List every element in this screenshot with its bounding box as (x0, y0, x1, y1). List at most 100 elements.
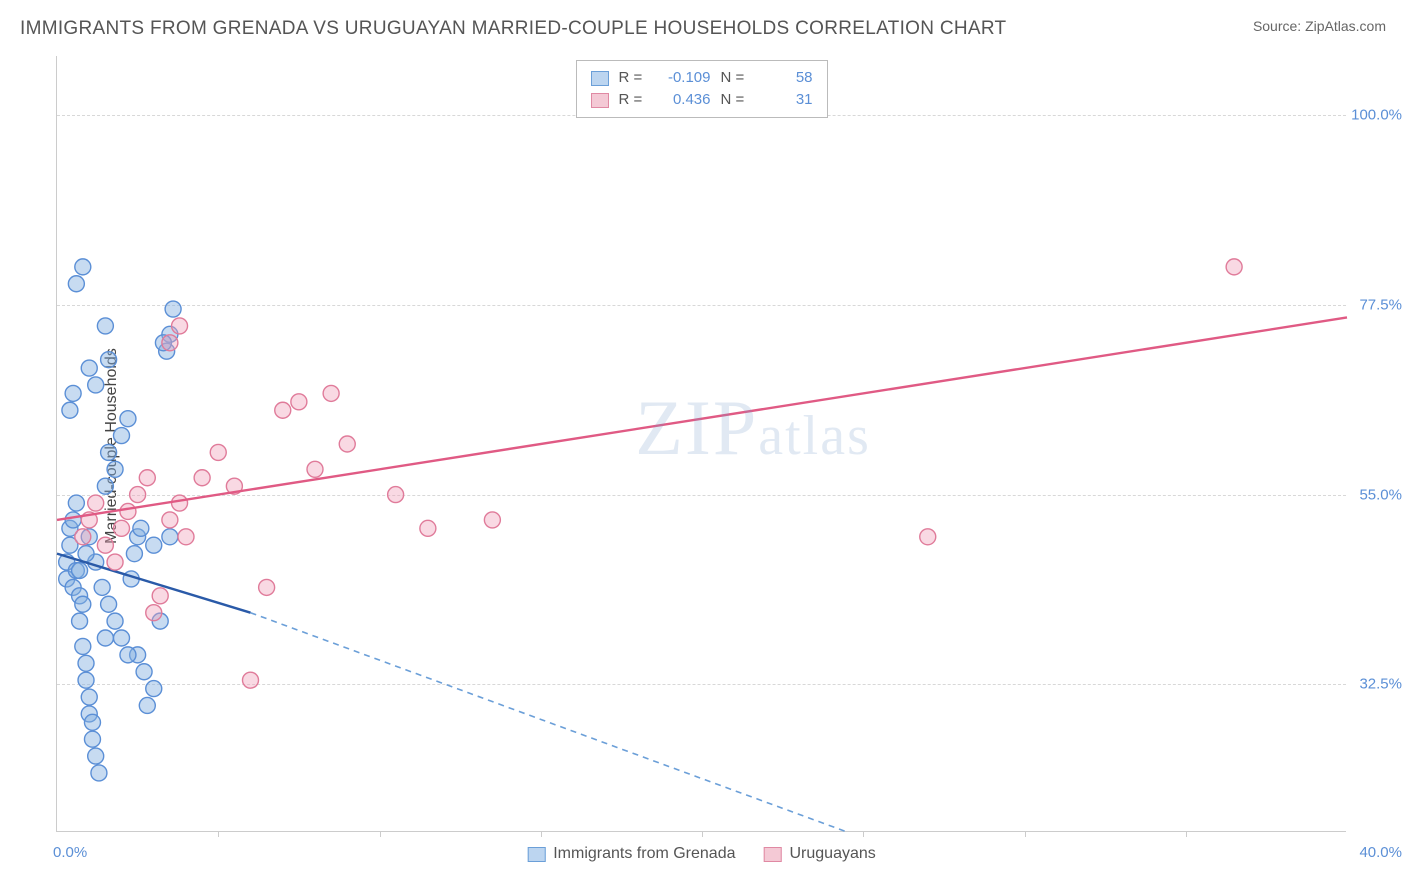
r-label: R = (619, 67, 649, 89)
scatter-point-grenada (114, 630, 130, 646)
scatter-point-uruguayans (114, 520, 130, 536)
scatter-point-uruguayans (388, 487, 404, 503)
scatter-point-grenada (84, 731, 100, 747)
scatter-point-uruguayans (172, 495, 188, 511)
y-tick-label: 55.0% (1359, 486, 1402, 503)
series-legend-item: Uruguayans (764, 845, 876, 863)
scatter-point-uruguayans (130, 487, 146, 503)
chart-title: IMMIGRANTS FROM GRENADA VS URUGUAYAN MAR… (20, 18, 1006, 40)
scatter-point-grenada (165, 301, 181, 317)
correlation-legend: R = -0.109 N = 58 R = 0.436 N = 31 (576, 60, 828, 118)
y-tick-label: 32.5% (1359, 676, 1402, 693)
regression-line-uruguayans (57, 317, 1347, 519)
scatter-point-grenada (81, 689, 97, 705)
correlation-legend-row: R = 0.436 N = 31 (591, 89, 813, 111)
y-tick-label: 77.5% (1359, 296, 1402, 313)
source-value: ZipAtlas.com (1305, 18, 1386, 34)
legend-swatch-grenada (527, 847, 545, 862)
scatter-point-uruguayans (162, 512, 178, 528)
series-legend-label: Uruguayans (790, 845, 876, 863)
scatter-point-uruguayans (107, 554, 123, 570)
n-value: 58 (761, 67, 813, 89)
scatter-point-uruguayans (1226, 259, 1242, 275)
scatter-point-grenada (78, 546, 94, 562)
scatter-point-uruguayans (172, 318, 188, 334)
x-axis-max-label: 40.0% (1359, 844, 1402, 861)
scatter-point-uruguayans (139, 470, 155, 486)
scatter-point-uruguayans (484, 512, 500, 528)
chart-header: IMMIGRANTS FROM GRENADA VS URUGUAYAN MAR… (20, 18, 1386, 40)
scatter-point-uruguayans (291, 394, 307, 410)
scatter-point-uruguayans (420, 520, 436, 536)
x-axis-min-label: 0.0% (53, 844, 87, 861)
scatter-point-grenada (72, 613, 88, 629)
scatter-point-grenada (88, 377, 104, 393)
scatter-point-grenada (97, 630, 113, 646)
x-tick (218, 831, 219, 837)
scatter-point-grenada (65, 385, 81, 401)
scatter-point-uruguayans (120, 503, 136, 519)
scatter-point-grenada (146, 681, 162, 697)
scatter-point-grenada (75, 259, 91, 275)
scatter-point-uruguayans (275, 402, 291, 418)
scatter-point-uruguayans (920, 529, 936, 545)
scatter-point-uruguayans (146, 605, 162, 621)
scatter-point-grenada (75, 596, 91, 612)
scatter-point-grenada (65, 512, 81, 528)
x-tick (541, 831, 542, 837)
legend-swatch-uruguayans (591, 93, 609, 108)
n-label: N = (721, 67, 751, 89)
scatter-point-grenada (162, 529, 178, 545)
scatter-point-uruguayans (75, 529, 91, 545)
scatter-point-grenada (72, 563, 88, 579)
x-tick (380, 831, 381, 837)
scatter-point-grenada (97, 318, 113, 334)
scatter-point-grenada (91, 765, 107, 781)
plot-area: 32.5%55.0%77.5%100.0% 0.0% 40.0% ZIPatla… (56, 56, 1346, 832)
x-tick (863, 831, 864, 837)
scatter-point-grenada (75, 638, 91, 654)
source-attribution: Source: ZipAtlas.com (1253, 18, 1386, 34)
scatter-point-grenada (120, 647, 136, 663)
scatter-point-uruguayans (97, 537, 113, 553)
r-value: -0.109 (659, 67, 711, 89)
scatter-point-uruguayans (162, 335, 178, 351)
series-legend: Immigrants from Grenada Uruguayans (527, 845, 876, 863)
scatter-point-grenada (78, 672, 94, 688)
scatter-point-uruguayans (194, 470, 210, 486)
x-tick (1186, 831, 1187, 837)
scatter-point-grenada (78, 655, 94, 671)
scatter-point-grenada (107, 461, 123, 477)
correlation-legend-row: R = -0.109 N = 58 (591, 67, 813, 89)
scatter-point-uruguayans (178, 529, 194, 545)
scatter-point-grenada (136, 664, 152, 680)
scatter-point-grenada (139, 697, 155, 713)
scatter-point-grenada (133, 520, 149, 536)
scatter-point-grenada (97, 478, 113, 494)
scatter-point-grenada (81, 360, 97, 376)
scatter-point-uruguayans (88, 495, 104, 511)
scatter-point-grenada (114, 428, 130, 444)
scatter-point-uruguayans (259, 579, 275, 595)
legend-swatch-uruguayans (764, 847, 782, 862)
scatter-point-grenada (146, 537, 162, 553)
scatter-point-uruguayans (339, 436, 355, 452)
scatter-point-uruguayans (152, 588, 168, 604)
x-tick (1025, 831, 1026, 837)
series-legend-item: Immigrants from Grenada (527, 845, 735, 863)
n-label: N = (721, 89, 751, 111)
series-legend-label: Immigrants from Grenada (553, 845, 735, 863)
scatter-point-grenada (120, 411, 136, 427)
n-value: 31 (761, 89, 813, 111)
scatter-point-grenada (68, 495, 84, 511)
scatter-point-grenada (101, 596, 117, 612)
scatter-point-grenada (88, 748, 104, 764)
r-value: 0.436 (659, 89, 711, 111)
scatter-point-grenada (68, 276, 84, 292)
scatter-point-uruguayans (323, 385, 339, 401)
legend-swatch-grenada (591, 71, 609, 86)
x-tick (702, 831, 703, 837)
scatter-point-grenada (126, 546, 142, 562)
scatter-point-grenada (101, 444, 117, 460)
scatter-point-grenada (107, 613, 123, 629)
